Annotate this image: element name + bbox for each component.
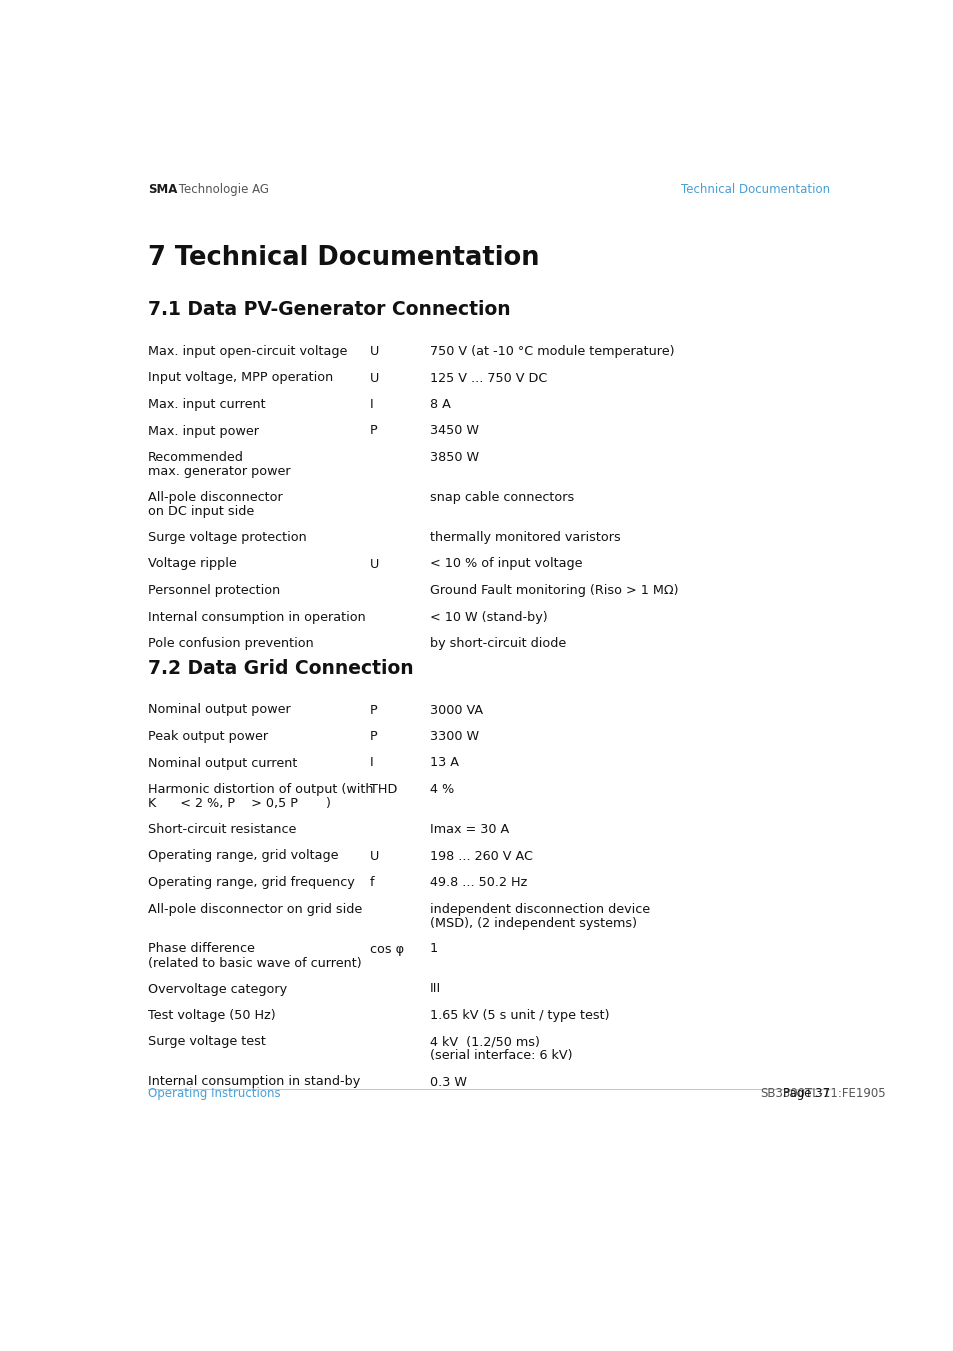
Text: All-pole disconnector: All-pole disconnector <box>148 490 282 504</box>
Text: Nominal output current: Nominal output current <box>148 757 297 770</box>
Text: 125 V ... 750 V DC: 125 V ... 750 V DC <box>430 372 547 385</box>
Text: 4 %: 4 % <box>430 784 454 796</box>
Text: 3450 W: 3450 W <box>430 424 478 438</box>
Text: Max. input current: Max. input current <box>148 399 265 411</box>
Text: cos φ: cos φ <box>370 943 404 955</box>
Text: SMA: SMA <box>148 182 177 196</box>
Text: P: P <box>370 704 377 716</box>
Text: Max. input power: Max. input power <box>148 424 258 438</box>
Text: P: P <box>370 424 377 438</box>
Text: 198 ... 260 V AC: 198 ... 260 V AC <box>430 850 533 862</box>
Text: Operating range, grid frequency: Operating range, grid frequency <box>148 875 355 889</box>
Text: Ground Fault monitoring (Riso > 1 MΩ): Ground Fault monitoring (Riso > 1 MΩ) <box>430 584 678 597</box>
Text: Surge voltage protection: Surge voltage protection <box>148 531 307 544</box>
Text: Short-circuit resistance: Short-circuit resistance <box>148 823 296 836</box>
Text: Nominal output power: Nominal output power <box>148 704 291 716</box>
Text: 1: 1 <box>430 943 437 955</box>
Text: U: U <box>370 850 379 862</box>
Text: Harmonic distortion of output (with: Harmonic distortion of output (with <box>148 784 374 796</box>
Text: Operating Instructions: Operating Instructions <box>148 1088 280 1100</box>
Text: Personnel protection: Personnel protection <box>148 584 280 597</box>
Text: Pole confusion prevention: Pole confusion prevention <box>148 638 314 650</box>
Text: (serial interface: 6 kV): (serial interface: 6 kV) <box>430 1050 572 1062</box>
Text: THD: THD <box>370 784 397 796</box>
Text: by short-circuit diode: by short-circuit diode <box>430 638 566 650</box>
Text: 3000 VA: 3000 VA <box>430 704 482 716</box>
Text: I: I <box>370 757 374 770</box>
Text: 7.2 Data Grid Connection: 7.2 Data Grid Connection <box>148 658 414 677</box>
Text: f: f <box>370 875 375 889</box>
Text: thermally monitored varistors: thermally monitored varistors <box>430 531 620 544</box>
Text: 1.65 kV (5 s unit / type test): 1.65 kV (5 s unit / type test) <box>430 1009 609 1021</box>
Text: Test voltage (50 Hz): Test voltage (50 Hz) <box>148 1009 275 1021</box>
Text: Internal consumption in stand-by: Internal consumption in stand-by <box>148 1075 360 1089</box>
Text: U: U <box>370 345 379 358</box>
Text: SB3300TL-11:FE1905: SB3300TL-11:FE1905 <box>760 1088 884 1100</box>
Text: Operating range, grid voltage: Operating range, grid voltage <box>148 850 338 862</box>
Text: (related to basic wave of current): (related to basic wave of current) <box>148 957 361 970</box>
Text: 7 Technical Documentation: 7 Technical Documentation <box>148 245 539 272</box>
Text: Peak output power: Peak output power <box>148 730 268 743</box>
Text: 3850 W: 3850 W <box>430 451 478 463</box>
Text: 49.8 ... 50.2 Hz: 49.8 ... 50.2 Hz <box>430 875 527 889</box>
Text: Phase difference: Phase difference <box>148 943 254 955</box>
Text: 0.3 W: 0.3 W <box>430 1075 467 1089</box>
Text: Input voltage, MPP operation: Input voltage, MPP operation <box>148 372 333 385</box>
Text: Surge voltage test: Surge voltage test <box>148 1035 266 1048</box>
Text: P: P <box>370 730 377 743</box>
Text: 7.1 Data PV-Generator Connection: 7.1 Data PV-Generator Connection <box>148 300 510 319</box>
Text: Page 37: Page 37 <box>782 1088 829 1100</box>
Text: Recommended: Recommended <box>148 451 244 463</box>
Text: max. generator power: max. generator power <box>148 465 291 478</box>
Text: All-pole disconnector on grid side: All-pole disconnector on grid side <box>148 902 362 916</box>
Text: K      < 2 %, P    > 0,5 P       ): K < 2 %, P > 0,5 P ) <box>148 797 331 811</box>
Text: snap cable connectors: snap cable connectors <box>430 490 574 504</box>
Text: Technologie AG: Technologie AG <box>174 182 269 196</box>
Text: < 10 % of input voltage: < 10 % of input voltage <box>430 558 582 570</box>
Text: 8 A: 8 A <box>430 399 451 411</box>
Text: 750 V (at -10 °C module temperature): 750 V (at -10 °C module temperature) <box>430 345 674 358</box>
Text: 3300 W: 3300 W <box>430 730 478 743</box>
Text: Max. input open-circuit voltage: Max. input open-circuit voltage <box>148 345 347 358</box>
Text: Imax = 30 A: Imax = 30 A <box>430 823 509 836</box>
Text: U: U <box>370 558 379 570</box>
Text: Internal consumption in operation: Internal consumption in operation <box>148 611 365 624</box>
Text: (MSD), (2 independent systems): (MSD), (2 independent systems) <box>430 916 637 929</box>
Text: on DC input side: on DC input side <box>148 505 254 517</box>
Text: Overvoltage category: Overvoltage category <box>148 982 287 996</box>
Text: 13 A: 13 A <box>430 757 458 770</box>
Text: I: I <box>370 399 374 411</box>
Text: independent disconnection device: independent disconnection device <box>430 902 649 916</box>
Text: < 10 W (stand-by): < 10 W (stand-by) <box>430 611 547 624</box>
Text: 4 kV  (1.2/50 ms): 4 kV (1.2/50 ms) <box>430 1035 539 1048</box>
Text: Voltage ripple: Voltage ripple <box>148 558 236 570</box>
Text: III: III <box>430 982 441 996</box>
Text: U: U <box>370 372 379 385</box>
Text: Technical Documentation: Technical Documentation <box>680 182 829 196</box>
